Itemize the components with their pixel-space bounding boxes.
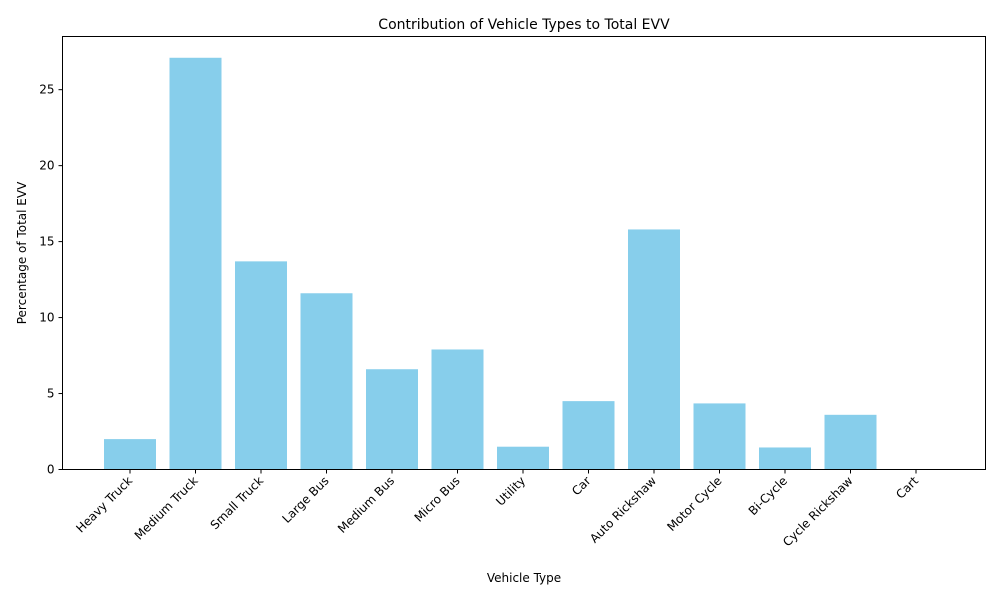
x-tick-label: Utility: [493, 474, 528, 509]
x-tick-label: Large Bus: [280, 474, 332, 526]
x-tick-label: Motor Cycle: [664, 474, 724, 534]
y-axis-ticks: 0 5 10 15 20 25: [39, 83, 63, 477]
x-tick-label: Cart: [893, 474, 921, 502]
bar: [104, 439, 156, 470]
y-tick-label: 20: [39, 159, 54, 173]
bar: [693, 403, 746, 470]
x-axis-label: Vehicle Type: [487, 571, 561, 585]
y-tick-label: 15: [39, 235, 54, 249]
x-tick-label: Medium Truck: [132, 474, 201, 543]
x-tick-label: Micro Bus: [412, 474, 463, 525]
y-tick-label: 10: [39, 311, 54, 325]
y-tick-label: 5: [47, 387, 55, 401]
x-tick-label: Car: [569, 474, 594, 499]
chart-title: Contribution of Vehicle Types to Total E…: [378, 17, 670, 33]
bar: [759, 447, 811, 470]
bar: [824, 414, 877, 470]
plot-frame: [62, 36, 986, 470]
y-tick-label: 0: [47, 463, 55, 477]
bar: [497, 446, 549, 470]
x-tick-label: Small Truck: [208, 474, 267, 533]
bar: [366, 369, 418, 470]
bar: [431, 349, 484, 470]
x-tick-label: Heavy Truck: [73, 474, 135, 536]
bar: [169, 57, 222, 470]
bar: [300, 293, 353, 470]
bar: [235, 261, 287, 470]
x-tick-label: Cycle Rickshaw: [780, 474, 856, 550]
y-axis-label: Percentage of Total EVV: [15, 181, 29, 324]
x-tick-label: Medium Bus: [335, 474, 397, 536]
x-tick-label: Auto Rickshaw: [587, 474, 659, 546]
x-tick-label: Bi-Cycle: [746, 474, 790, 518]
bar: [628, 229, 680, 470]
bar: [562, 401, 615, 470]
y-tick-label: 25: [39, 83, 54, 97]
bars-layer: [104, 57, 877, 470]
